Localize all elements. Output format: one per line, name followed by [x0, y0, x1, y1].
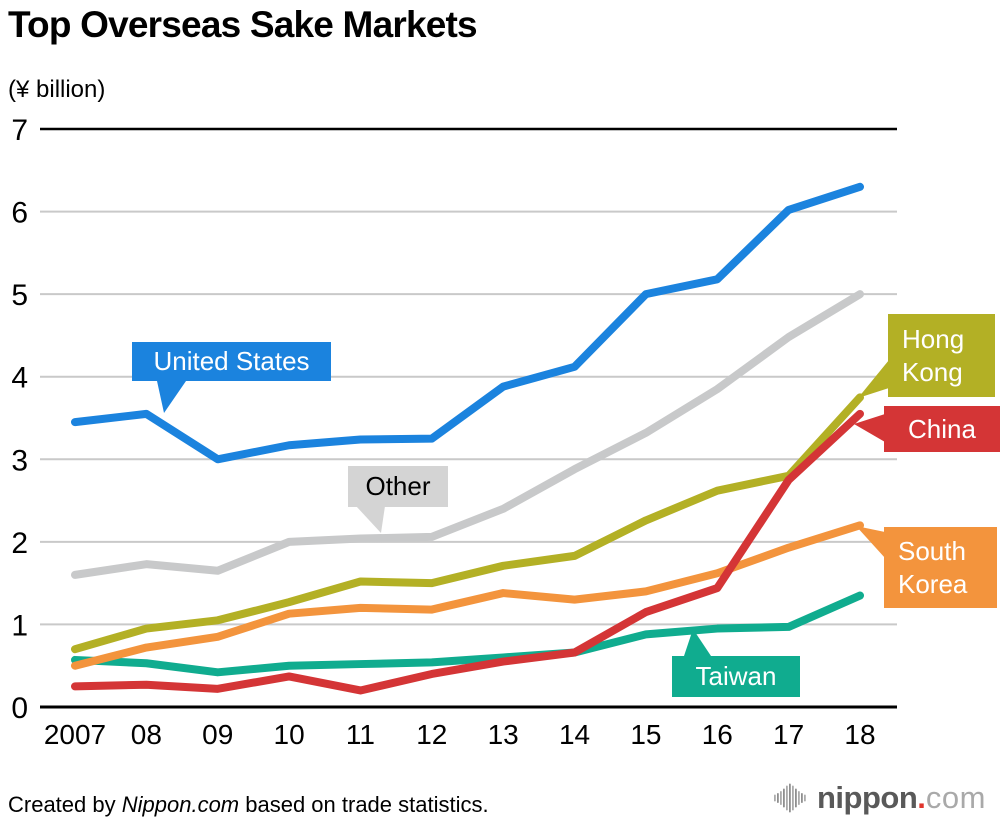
series-line-hong-kong	[71, 393, 864, 654]
series-label-taiwan: Taiwan	[672, 656, 800, 697]
series-line-united-states	[71, 182, 864, 464]
soundwave-bar	[795, 788, 797, 808]
x-tick-label: 18	[844, 719, 875, 750]
series-line-other	[71, 290, 864, 579]
callout-pointer-taiwan	[683, 629, 713, 659]
credit-text: Created by Nippon.com based on trade sta…	[8, 792, 489, 818]
soundwave-bar	[774, 794, 776, 802]
y-axis-unit-label: (¥ billion)	[8, 76, 106, 103]
callout-pointer-other	[356, 506, 385, 533]
y-tick-label: 1	[11, 609, 28, 642]
y-tick-label: 4	[11, 362, 28, 395]
series-label-text: South Korea	[898, 536, 968, 599]
x-tick-label: 16	[702, 719, 733, 750]
soundwave-bar	[777, 793, 779, 803]
logo-tld: com	[925, 780, 986, 815]
series-label-text: United States	[153, 346, 310, 377]
logo-dot: .	[917, 780, 926, 815]
soundwave-bar	[798, 791, 800, 805]
series-label-south-korea: South Korea	[884, 527, 997, 608]
soundwave-bar	[801, 793, 803, 803]
credit-source: Nippon.com	[121, 792, 240, 817]
series-label-text: Hong Kong	[902, 324, 965, 387]
series-label-text: Other	[365, 471, 431, 502]
soundwave-bar	[789, 783, 791, 813]
credit-prefix: Created by	[8, 792, 122, 817]
y-tick-label: 7	[11, 114, 28, 147]
soundwave-bar	[783, 788, 785, 808]
x-tick-label: 17	[773, 719, 804, 750]
series-label-united-states: United States	[132, 342, 331, 381]
y-tick-label: 5	[11, 279, 28, 312]
chart-title: Top Overseas Sake Markets	[8, 4, 478, 45]
credit-suffix: based on trade statistics.	[239, 792, 489, 817]
logo-wordmark: nippon	[817, 780, 918, 815]
x-tick-label: 15	[630, 719, 661, 750]
soundwave-icon	[774, 783, 806, 813]
x-tick-label: 13	[488, 719, 519, 750]
soundwave-bar	[786, 785, 788, 811]
callout-pointer-hong-kong	[858, 360, 889, 398]
y-tick-label: 3	[11, 444, 28, 477]
series-label-china: China	[884, 406, 1000, 452]
series-label-hong-kong: Hong Kong	[888, 314, 995, 397]
y-tick-label: 2	[11, 527, 28, 560]
y-tick-label: 0	[11, 692, 28, 725]
series-line-taiwan	[71, 591, 864, 677]
x-tick-label: 10	[274, 719, 305, 750]
soundwave-bar	[792, 785, 794, 811]
series-label-other: Other	[348, 466, 448, 507]
series-line-china	[71, 409, 864, 695]
x-tick-label: 11	[346, 719, 375, 750]
callout-pointer-south-korea	[856, 526, 885, 558]
soundwave-bar	[780, 791, 782, 805]
series-label-text: China	[908, 413, 976, 444]
series-label-text: Taiwan	[695, 661, 777, 692]
callout-pointer-china	[854, 414, 885, 442]
x-tick-label: 14	[559, 719, 590, 750]
soundwave-bar	[804, 794, 806, 802]
x-tick-label: 09	[202, 719, 233, 750]
x-tick-label: 08	[131, 719, 162, 750]
y-tick-label: 6	[11, 197, 28, 230]
callout-pointer-united-states	[157, 381, 186, 413]
nippon-logo: nippon. com	[772, 780, 986, 816]
x-tick-label: 2007	[44, 719, 106, 750]
x-tick-label: 12	[416, 719, 447, 750]
